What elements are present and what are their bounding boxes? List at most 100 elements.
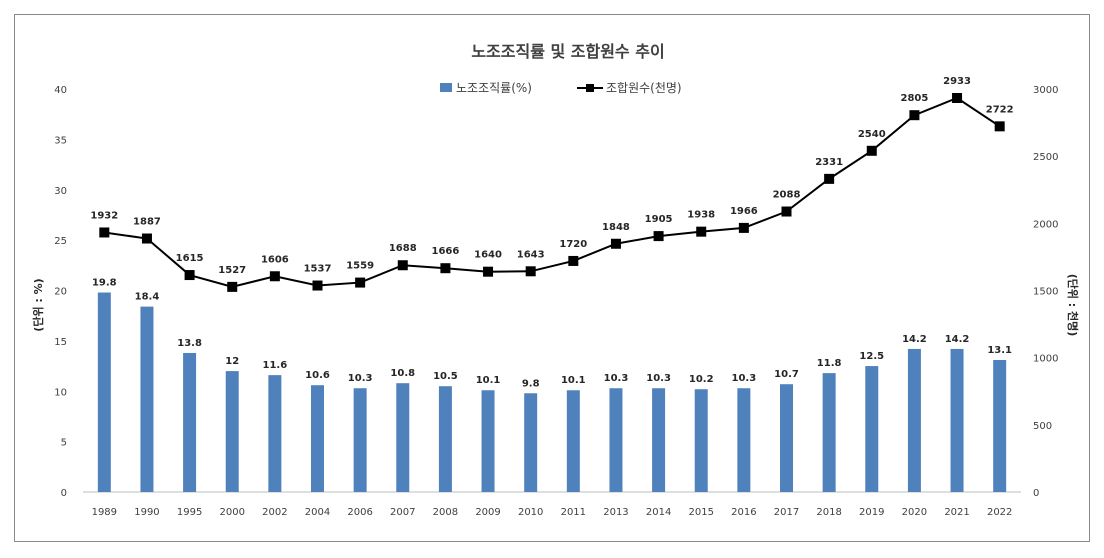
y-right-tick-label: 500 — [1033, 421, 1052, 432]
line-marker — [184, 270, 195, 281]
bar-series: 19.8 18.4 13.8 12 11.6 10.6 10.3 10.8 10.5 10.1 9.… — [92, 278, 1012, 492]
x-tick-label: 2015 — [689, 507, 714, 518]
x-tick-label: 2008 — [433, 507, 458, 518]
line-data-label: 1905 — [645, 214, 673, 225]
chart-title: 노조조직률 및 조합원수 추이 — [471, 42, 664, 61]
bar — [694, 389, 708, 492]
bar — [907, 348, 921, 492]
bar-data-label: 10.6 — [305, 370, 330, 381]
y-left-tick-label: 30 — [54, 186, 67, 197]
bar — [183, 352, 197, 492]
line-data-label: 2088 — [773, 190, 801, 201]
bar — [225, 371, 239, 492]
line-marker — [269, 271, 280, 282]
line-data-label: 1559 — [346, 261, 374, 272]
line-marker — [397, 260, 408, 271]
x-tick-label: 2002 — [262, 507, 287, 518]
line-data-label: 2805 — [900, 93, 928, 104]
line-marker — [141, 233, 152, 244]
line-marker — [994, 121, 1005, 132]
line-marker — [99, 227, 110, 238]
y-left-tick-label: 25 — [54, 236, 67, 247]
legend-bar-label: 노조조직률(%) — [456, 81, 532, 95]
y-left-tick-label: 15 — [54, 337, 67, 348]
y-axis-right-label: (단위 : 천명) — [1066, 274, 1080, 337]
x-tick-label: 2020 — [902, 507, 927, 518]
y-right-tick-label: 2000 — [1033, 219, 1058, 230]
bar — [97, 292, 111, 492]
line-data-label: 1720 — [559, 239, 587, 250]
line-data-label: 1615 — [176, 253, 204, 264]
line-data-label: 1537 — [304, 264, 332, 275]
x-tick-label: 2022 — [987, 507, 1012, 518]
bar-data-label: 10.7 — [774, 369, 799, 380]
x-tick-label: 2000 — [220, 507, 245, 518]
bar — [609, 388, 623, 492]
bar-data-label: 11.6 — [263, 360, 288, 371]
line-data-label: 1640 — [474, 250, 502, 261]
y-left-tick-label: 20 — [54, 287, 67, 298]
y-axis-left: 0 5 10 15 20 25 30 35 40 — [54, 85, 67, 499]
legend: 노조조직률(%) 조합원수(천명) — [440, 80, 682, 95]
line-marker — [824, 173, 835, 184]
y-right-tick-label: 1500 — [1033, 287, 1058, 298]
line-data-label: 1848 — [602, 222, 630, 233]
line-data-label: 1938 — [687, 210, 715, 221]
line-marker — [440, 263, 451, 274]
line-marker — [781, 206, 792, 217]
y-right-tick-label: 1000 — [1033, 354, 1058, 365]
x-tick-label: 2016 — [731, 507, 756, 518]
bar-data-label: 10.3 — [646, 373, 671, 384]
y-axis-left-label: (단위 : %) — [31, 278, 45, 331]
x-tick-label: 2021 — [944, 507, 969, 518]
bar-data-label: 9.8 — [522, 378, 540, 389]
y-left-tick-label: 5 — [61, 438, 67, 449]
line-marker — [610, 238, 621, 249]
line-data-label: 1966 — [730, 206, 758, 217]
bar — [481, 390, 495, 492]
line-series: 1932 1887 1615 1527 1606 1537 1559 1688 1666 1640… — [90, 76, 1014, 292]
bar-data-label: 12 — [225, 356, 239, 367]
line-data-label: 2933 — [943, 76, 971, 87]
x-tick-label: 2006 — [347, 507, 372, 518]
line-marker — [696, 226, 707, 237]
bar-data-label: 13.1 — [987, 345, 1012, 356]
x-tick-label: 2017 — [774, 507, 799, 518]
bar — [268, 375, 282, 492]
bar — [140, 306, 154, 492]
y-left-tick-label: 40 — [54, 85, 67, 96]
line-marker — [525, 266, 536, 277]
x-tick-label: 1990 — [134, 507, 159, 518]
line-marker — [483, 266, 494, 277]
bar-data-label: 10.1 — [561, 375, 586, 386]
bar-data-label: 18.4 — [135, 292, 160, 303]
line-marker — [355, 277, 366, 288]
x-tick-label: 2010 — [518, 507, 543, 518]
line-data-label: 1527 — [218, 265, 246, 276]
line-data-label: 2331 — [815, 157, 843, 168]
bar — [822, 373, 836, 492]
x-tick-label: 2013 — [603, 507, 628, 518]
line-marker — [866, 145, 877, 156]
line-marker — [227, 281, 238, 292]
x-tick-label: 2018 — [816, 507, 841, 518]
chart-frame: 노조조직률 및 조합원수 추이 노조조직률(%) 조합원수(천명) (단위 : … — [14, 14, 1090, 542]
y-left-tick-label: 10 — [54, 387, 67, 398]
y-right-tick-label: 2500 — [1033, 152, 1058, 163]
bar-data-label: 14.2 — [902, 334, 927, 345]
line-marker — [952, 93, 963, 104]
bar-data-label: 10.3 — [348, 373, 373, 384]
bar — [566, 390, 580, 492]
bar-data-label: 12.5 — [859, 351, 884, 362]
line-data-label: 1688 — [389, 243, 417, 254]
line-data-label: 2540 — [858, 129, 886, 140]
line-data-label: 1887 — [133, 217, 161, 228]
legend-line-marker — [586, 84, 594, 92]
x-tick-label: 2009 — [475, 507, 500, 518]
x-tick-label: 2011 — [561, 507, 586, 518]
y-axis-right: 0 500 1000 1500 2000 2500 3000 — [1033, 85, 1058, 499]
bar — [396, 383, 410, 492]
chart-svg: 노조조직률 및 조합원수 추이 노조조직률(%) 조합원수(천명) (단위 : … — [31, 42, 1080, 518]
bar-data-label: 11.8 — [817, 358, 842, 369]
bar — [524, 393, 538, 492]
